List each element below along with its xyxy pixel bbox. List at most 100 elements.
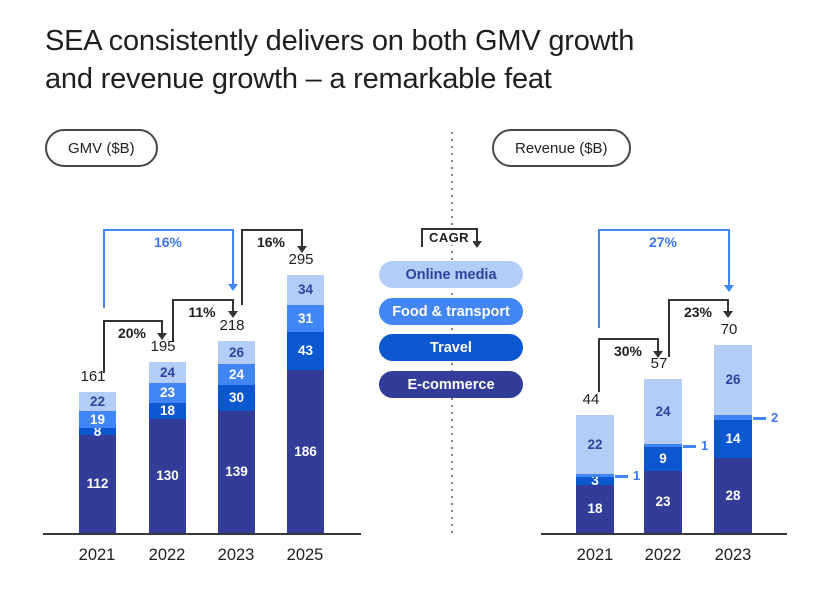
segment-value-callout: 1	[701, 438, 709, 453]
page-title-line2: and revenue growth – a remarkable feat	[45, 63, 552, 95]
growth-bracket-left	[172, 299, 174, 341]
bar-segment-travel: 8	[79, 425, 116, 438]
total-label: 218	[219, 317, 245, 334]
growth-percent-label: 30%	[610, 343, 646, 359]
growth-percent-label: 16%	[150, 234, 186, 250]
growth-percent-label: 16%	[253, 234, 289, 250]
x-axis	[541, 533, 787, 535]
bar-segment-ecommerce: 112	[79, 435, 116, 533]
bar-segment-ecommerce: 186	[287, 370, 324, 533]
growth-arrow-down-icon	[724, 285, 734, 292]
callout-dash	[753, 417, 766, 420]
growth-bracket-top	[241, 229, 301, 231]
growth-percent-label: 27%	[645, 234, 681, 250]
cagr-bracket-top	[421, 228, 478, 230]
bar-segment-food-transport: 31	[287, 305, 324, 332]
bar-segment-travel: 30	[218, 385, 255, 411]
bar-segment-ecommerce: 18	[576, 485, 614, 533]
bar-segment-food-transport: 19	[79, 411, 116, 428]
bar-segment-online-media: 22	[576, 415, 614, 474]
total-label: 161	[80, 368, 106, 385]
growth-bracket-arrow-shaft	[232, 229, 234, 285]
bar-segment-ecommerce: 139	[218, 411, 255, 533]
bar-segment-online-media: 22	[79, 392, 116, 411]
total-label: 44	[582, 391, 600, 408]
growth-bracket-left	[598, 229, 600, 328]
growth-bracket-arrow-shaft	[728, 229, 730, 286]
total-label: 57	[650, 355, 668, 372]
growth-percent-label: 11%	[185, 304, 219, 320]
revenue-chart-tag-label: Revenue ($B)	[515, 139, 608, 157]
growth-bracket-arrow-shaft	[301, 229, 303, 247]
bar-segment-online-media: 26	[714, 345, 752, 415]
x-axis	[43, 533, 361, 535]
callout-dash	[615, 475, 628, 478]
growth-bracket-top	[668, 299, 727, 301]
growth-percent-label: 23%	[680, 304, 716, 320]
growth-bracket-top	[598, 338, 657, 340]
dotted-divider	[451, 132, 453, 535]
growth-bracket-left	[668, 299, 670, 357]
gmv-chart-tag: GMV ($B)	[45, 129, 158, 167]
bar-segment-online-media: 24	[149, 362, 186, 383]
bar-segment-online-media: 24	[644, 379, 682, 444]
bar-segment-ecommerce: 130	[149, 419, 186, 533]
legend-item-online-media: Online media	[379, 261, 523, 288]
growth-arrow-down-icon	[723, 311, 733, 318]
total-label: 195	[150, 338, 176, 355]
bar-segment-food-transport	[714, 415, 752, 420]
bar-segment-travel: 18	[149, 403, 186, 419]
bar-segment-online-media: 26	[218, 341, 255, 364]
segment-value-callout: 2	[771, 410, 779, 425]
revenue-chart-tag: Revenue ($B)	[492, 129, 631, 167]
total-label: 70	[720, 321, 738, 338]
growth-arrow-down-icon	[157, 333, 167, 340]
page-title: SEA consistently delivers on both GMV gr…	[45, 22, 765, 98]
axis-label-year: 2023	[217, 546, 255, 564]
bar-segment-food-transport	[644, 444, 682, 447]
growth-bracket-left	[103, 320, 105, 373]
callout-dash	[683, 445, 696, 448]
bar-segment-food-transport: 23	[149, 383, 186, 403]
growth-bracket-arrow-shaft	[232, 299, 234, 312]
axis-label-year: 2025	[286, 546, 324, 564]
cagr-bracket-arrow-shaft	[476, 228, 478, 242]
axis-label-year: 2022	[148, 546, 186, 564]
growth-bracket-arrow-shaft	[161, 320, 163, 334]
growth-bracket-left	[241, 229, 243, 305]
bar-segment-ecommerce: 28	[714, 458, 752, 533]
bar-segment-online-media: 34	[287, 275, 324, 305]
axis-label-year: 2023	[714, 546, 752, 564]
bar-segment-travel: 3	[576, 474, 614, 488]
growth-bracket-top	[103, 320, 161, 322]
total-label: 295	[288, 251, 314, 268]
gmv-chart-tag-label: GMV ($B)	[68, 139, 135, 157]
page-title-line1: SEA consistently delivers on both GMV gr…	[45, 25, 635, 57]
growth-bracket-left	[103, 229, 105, 308]
bar-segment-food-transport	[576, 474, 614, 477]
legend-item-ecommerce: E-commerce	[379, 371, 523, 398]
growth-bracket-left	[598, 338, 600, 392]
growth-bracket-arrow-shaft	[727, 299, 729, 312]
growth-arrow-down-icon	[228, 311, 238, 318]
axis-label-year: 2021	[576, 546, 614, 564]
bar-segment-travel: 14	[714, 420, 752, 458]
growth-arrow-down-icon	[653, 351, 663, 358]
growth-percent-label: 20%	[114, 325, 150, 341]
axis-label-year: 2021	[78, 546, 116, 564]
growth-bracket-top	[598, 229, 728, 231]
bar-segment-ecommerce: 23	[644, 471, 682, 533]
legend-item-travel: Travel	[379, 334, 523, 361]
growth-bracket-arrow-shaft	[657, 338, 659, 352]
legend-item-food-transport: Food & transport	[379, 298, 523, 325]
segment-value-callout: 1	[633, 468, 641, 483]
bar-segment-food-transport: 24	[218, 364, 255, 385]
growth-bracket-top	[172, 299, 232, 301]
bar-segment-travel: 9	[644, 447, 682, 471]
cagr-label: CAGR	[425, 230, 473, 245]
axis-label-year: 2022	[644, 546, 682, 564]
cagr-bracket-left	[421, 228, 423, 247]
cagr-arrow-down-icon	[472, 241, 482, 248]
growth-arrow-down-icon	[228, 284, 238, 291]
